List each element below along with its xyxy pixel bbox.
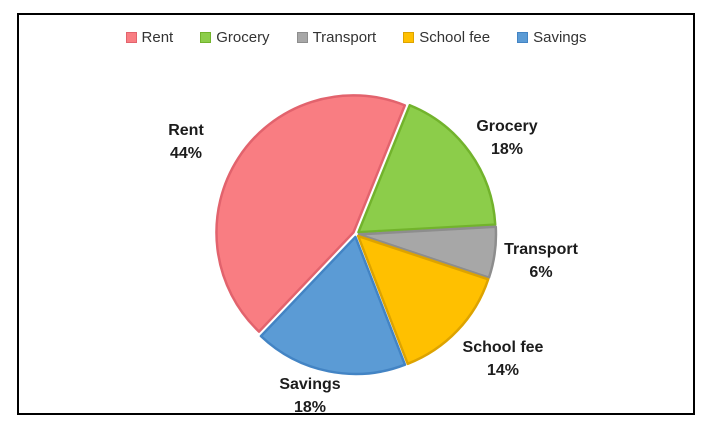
legend-label: School fee [419,29,491,46]
legend-item-school-fee: School fee [403,30,490,45]
slice-label-percent: 6% [529,264,553,281]
legend: Rent Grocery Transport School fee Savings [0,30,712,45]
slice-label-percent: 14% [486,362,520,379]
pie-slice-school-fee [356,234,490,366]
pie-slice-savings [259,235,407,376]
pie-slice-grocery [357,103,497,234]
slice-label-percent: 18% [490,141,524,158]
slice-label-name: School fee [462,339,544,356]
legend-label: Rent [141,29,174,46]
legend-label: Grocery [216,29,270,46]
legend-swatch-icon [517,32,529,43]
slice-label-name: Transport [504,241,578,258]
legend-item-grocery: Grocery [200,29,270,46]
legend-swatch-icon [200,32,212,43]
slice-label-savings: Savings 18% [279,373,340,419]
slice-label-name: Savings [279,376,341,393]
pie-slice-rent [215,94,407,333]
slice-label-name: Rent [168,122,204,139]
slice-label-name: Grocery [476,118,538,135]
legend-item-rent: Rent [125,29,174,46]
pie-slice-transport [357,225,498,279]
slice-label-percent: 44% [169,145,203,162]
slice-label-school-fee: School fee 14% [463,336,544,382]
legend-swatch-icon [403,32,415,43]
legend-label: Transport [312,29,377,46]
slice-label-rent: Rent 44% [168,119,204,165]
slice-label-percent: 18% [293,399,327,416]
legend-item-transport: Transport [296,29,377,46]
legend-item-savings: Savings [517,30,586,45]
slice-label-grocery: Grocery 18% [476,115,537,161]
legend-swatch-icon [296,32,308,43]
slice-label-transport: Transport 6% [504,238,578,284]
legend-label: Savings [533,29,587,46]
legend-swatch-icon [125,32,137,43]
